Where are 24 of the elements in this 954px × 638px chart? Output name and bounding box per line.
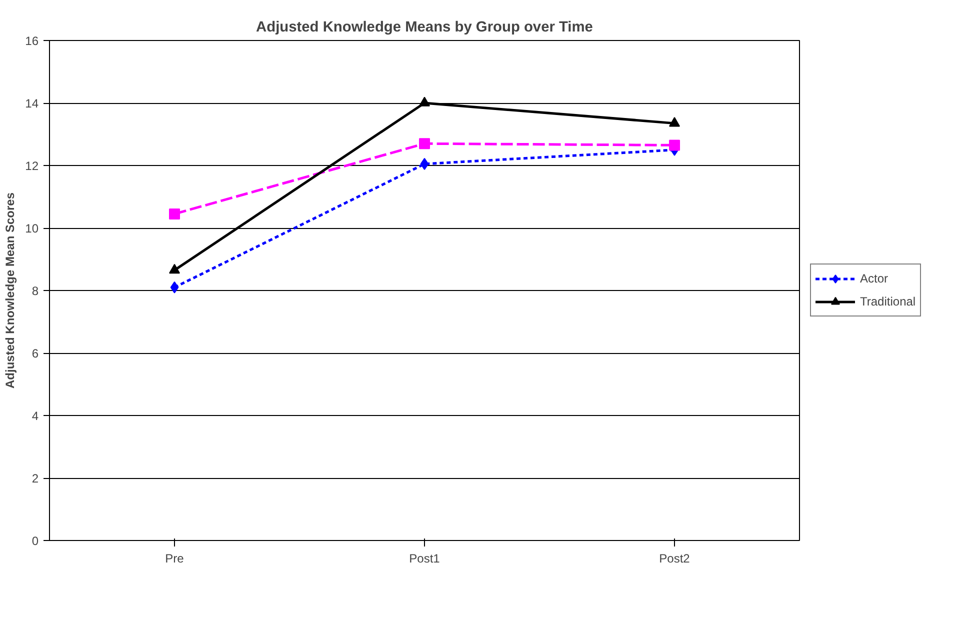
point [169, 208, 180, 220]
point [669, 117, 680, 127]
y-tick-label: 10 [25, 222, 39, 236]
y-tick-label: 2 [32, 472, 39, 486]
x-tick-label: Post2 [659, 552, 690, 566]
y-tick-label: 6 [32, 346, 39, 360]
legend-label: Traditional [860, 294, 916, 308]
chart-title: Adjusted Knowledge Means by Group over Time [256, 20, 593, 36]
y-tick-label: 16 [25, 34, 39, 48]
point [419, 138, 430, 150]
x-tick-label: Pre [165, 552, 184, 566]
point [419, 96, 430, 106]
y-tick-label: 12 [25, 159, 39, 173]
x-tick-label: Post1 [409, 552, 440, 566]
y-axis-title: Adjusted Knowledge Mean Scores [3, 192, 18, 389]
point [420, 158, 429, 170]
point [170, 281, 179, 294]
y-tick-label: 0 [32, 534, 39, 548]
point [669, 140, 680, 151]
y-tick-label: 14 [25, 96, 39, 110]
y-tick-label: 4 [32, 409, 39, 423]
legend-label: Actor [860, 272, 888, 286]
point [169, 264, 180, 274]
y-tick-label: 8 [32, 284, 39, 298]
